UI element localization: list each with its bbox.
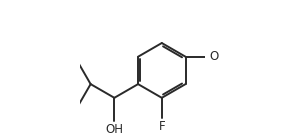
Text: F: F: [158, 120, 165, 133]
Text: OH: OH: [105, 123, 123, 136]
Text: O: O: [210, 50, 219, 63]
